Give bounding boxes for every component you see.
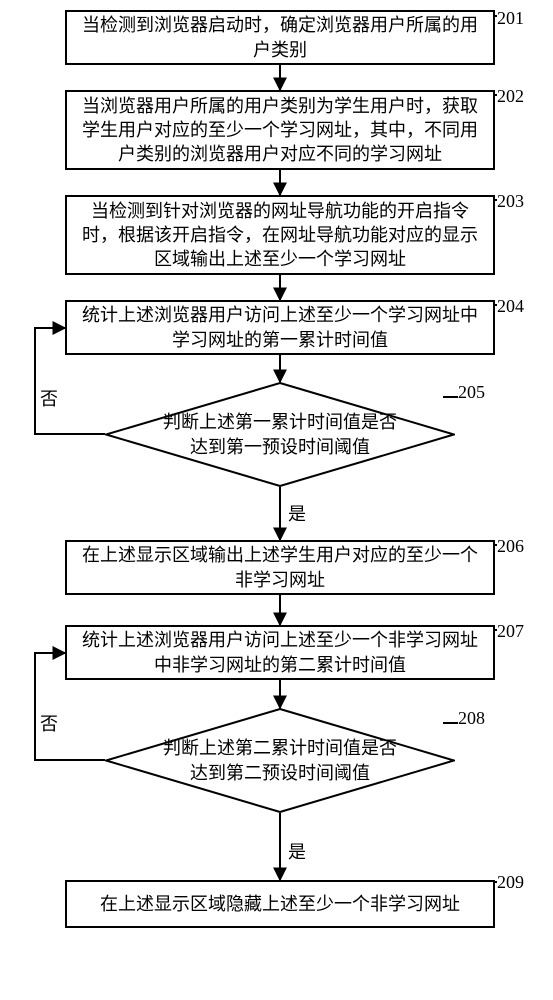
edge-label-no2: 否 [40, 710, 58, 736]
flow-decision-text: 判断上述第二累计时间值是否达到第二预设时间阈值 [105, 708, 455, 813]
step-number-l202: 202 [497, 86, 524, 107]
edge-label-yes1: 是 [288, 500, 306, 526]
step-number-l204: 204 [497, 296, 524, 317]
step-number-l201: 201 [497, 8, 524, 29]
flow-step-text: 当浏览器用户所属的用户类别为学生用户时，获取学生用户对应的至少一个学习网址，其中… [77, 94, 483, 167]
flow-step-n201: 当检测到浏览器启动时，确定浏览器用户所属的用户类别 [65, 10, 495, 65]
step-number-l205: 205 [458, 382, 485, 403]
flow-step-n207: 统计上述浏览器用户访问上述至少一个非学习网址中非学习网址的第二累计时间值 [65, 625, 495, 680]
flow-decision-n208: 判断上述第二累计时间值是否达到第二预设时间阈值 [105, 708, 455, 813]
flowchart-canvas: 当检测到浏览器启动时，确定浏览器用户所属的用户类别当浏览器用户所属的用户类别为学… [10, 10, 543, 990]
edge-label-yes2: 是 [288, 838, 306, 864]
step-number-l208: 208 [458, 708, 485, 729]
step-number-l203: 203 [497, 191, 524, 212]
step-number-l206: 206 [497, 536, 524, 557]
flow-step-text: 当检测到针对浏览器的网址导航功能的开启指令时，根据该开启指令，在网址导航功能对应… [77, 199, 483, 272]
flow-step-n204: 统计上述浏览器用户访问上述至少一个学习网址中学习网址的第一累计时间值 [65, 300, 495, 355]
flow-decision-n205: 判断上述第一累计时间值是否达到第一预设时间阈值 [105, 382, 455, 487]
flow-step-text: 统计上述浏览器用户访问上述至少一个学习网址中学习网址的第一累计时间值 [77, 303, 483, 352]
step-number-l209: 209 [497, 872, 524, 893]
flow-step-n206: 在上述显示区域输出上述学生用户对应的至少一个非学习网址 [65, 540, 495, 595]
flow-step-text: 在上述显示区域隐藏上述至少一个非学习网址 [100, 892, 460, 916]
edge-label-no1: 否 [40, 385, 58, 411]
flow-step-text: 当检测到浏览器启动时，确定浏览器用户所属的用户类别 [77, 13, 483, 62]
flow-step-n203: 当检测到针对浏览器的网址导航功能的开启指令时，根据该开启指令，在网址导航功能对应… [65, 195, 495, 275]
flow-step-n209: 在上述显示区域隐藏上述至少一个非学习网址 [65, 880, 495, 928]
flow-step-n202: 当浏览器用户所属的用户类别为学生用户时，获取学生用户对应的至少一个学习网址，其中… [65, 90, 495, 170]
flow-decision-text: 判断上述第一累计时间值是否达到第一预设时间阈值 [105, 382, 455, 487]
flow-step-text: 统计上述浏览器用户访问上述至少一个非学习网址中非学习网址的第二累计时间值 [77, 628, 483, 677]
flow-step-text: 在上述显示区域输出上述学生用户对应的至少一个非学习网址 [77, 543, 483, 592]
step-number-l207: 207 [497, 621, 524, 642]
